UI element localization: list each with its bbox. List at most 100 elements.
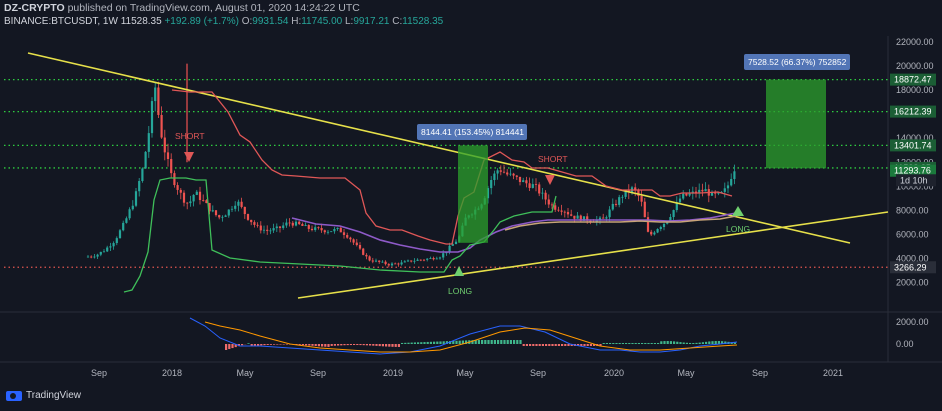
candle-body [531, 184, 534, 188]
macd-histogram-bar [269, 344, 272, 345]
macd-histogram-bar [429, 341, 432, 344]
candle-body [515, 175, 518, 177]
candle-body [256, 224, 259, 226]
candle-body [320, 228, 323, 231]
candle-body [490, 179, 493, 189]
macd-histogram-bar [391, 344, 394, 347]
candle-body [451, 244, 454, 246]
macd-histogram-bar [541, 344, 544, 346]
candle-body [522, 180, 525, 183]
macd-histogram-bar [381, 344, 384, 347]
candle-body [234, 205, 237, 209]
open-value: 9931.54 [252, 16, 289, 27]
time-tick-label: Sep [310, 368, 326, 378]
level-tag-label: 13401.74 [894, 140, 932, 150]
candle-body [435, 258, 438, 260]
candle-body [333, 229, 336, 232]
candle-body [595, 219, 598, 223]
macd-histogram-bar [340, 344, 343, 346]
macd-histogram-bar [605, 343, 608, 344]
candle-body [240, 201, 243, 207]
macd-histogram-bar [241, 344, 244, 346]
price-tick-label: 8000.00 [896, 205, 929, 215]
candle-body [317, 227, 320, 229]
candle-body [518, 176, 522, 183]
macd-histogram-bar [615, 343, 618, 344]
level-tag-box [890, 105, 936, 118]
macd-histogram-bar [375, 344, 378, 346]
macd-histogram-bar [701, 342, 704, 344]
candle-body [141, 168, 144, 182]
last-price: 11528.35 [120, 16, 162, 27]
candle-body [611, 203, 614, 210]
candle-body [339, 227, 342, 233]
candle-body [714, 192, 717, 194]
candle-body [243, 206, 246, 215]
level-tag-box [890, 139, 936, 152]
candle-body [275, 226, 278, 229]
macd-histogram-bar [231, 344, 234, 349]
candle-body [496, 170, 499, 174]
macd-histogram-bar [305, 344, 308, 346]
price-tick-label: 4000.00 [896, 253, 929, 263]
measure-label-2020: 7528.52 (66.37%) 752852 [748, 57, 847, 67]
macd-histogram-bar [557, 344, 560, 346]
candle-body [563, 211, 566, 213]
candle-body [426, 258, 429, 260]
macd-histogram-bar [673, 341, 676, 344]
time-tick-label: Sep [91, 368, 107, 378]
candle-body [170, 159, 173, 174]
candle-body [301, 224, 304, 226]
short-arrow-icon [184, 152, 194, 162]
macd-histogram-bar [282, 344, 285, 345]
candle-body [643, 201, 646, 218]
candle-body [278, 226, 282, 228]
macd-histogram-bar [535, 344, 538, 346]
candle-body [147, 133, 150, 152]
candle-body [314, 227, 317, 231]
macd-histogram-bar [692, 342, 695, 344]
macd-histogram-bar [564, 344, 567, 346]
candle-body [448, 245, 451, 252]
high-value: 11745.00 [301, 16, 343, 27]
candle-body [579, 215, 582, 221]
macd-histogram-bar [397, 344, 400, 347]
candle-body [291, 222, 294, 226]
macd-histogram-bar [276, 344, 279, 345]
candle-body [326, 231, 330, 233]
price-tick-label: 22000.00 [896, 37, 934, 47]
macd-histogram-bar [637, 343, 640, 344]
macd-histogram-bar [279, 344, 282, 345]
candle-body [544, 192, 547, 200]
macd-histogram-bar [481, 340, 484, 344]
macd-histogram-bar [631, 343, 634, 344]
measure-label-box [744, 54, 850, 70]
macd-histogram-bar [372, 344, 375, 346]
macd-histogram-bar [311, 344, 314, 346]
time-tick-label: Sep [752, 368, 768, 378]
candle-body [499, 170, 502, 172]
macd-histogram-bar [676, 341, 679, 344]
macd-histogram-bar [426, 341, 429, 344]
short-arrow-icon [545, 175, 555, 185]
symbol-name: BINANCE:BTCUSDT, 1W [4, 16, 118, 27]
candle-body [221, 216, 224, 218]
macd-tick-label: 2000.00 [896, 317, 929, 327]
long-arrow-icon [454, 266, 464, 276]
price-tick-label: 20000.00 [896, 61, 934, 71]
long-arrow-icon [732, 206, 744, 216]
candle-body [701, 189, 704, 192]
macd-histogram-bar [516, 340, 519, 344]
candle-body [675, 202, 678, 211]
candle-body [384, 261, 387, 265]
measure-box-2019 [458, 145, 488, 243]
macd-histogram-bar [314, 344, 317, 347]
macd-histogram-bar [401, 342, 404, 344]
macd-histogram-bar [490, 340, 493, 344]
candle-body [310, 228, 314, 231]
candle-body [259, 225, 262, 231]
candle-body [573, 215, 576, 219]
candle-body [586, 216, 589, 221]
candle-body [237, 201, 240, 206]
